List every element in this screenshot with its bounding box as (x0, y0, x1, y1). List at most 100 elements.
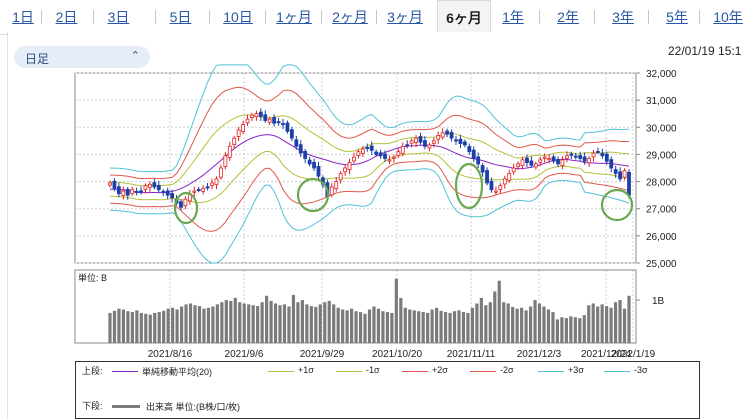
plus1-band-line (110, 114, 630, 187)
candle-up (236, 129, 241, 137)
tab-separator (155, 10, 156, 24)
tab-7[interactable]: 2ヶ月 (332, 9, 368, 25)
candle-up (387, 159, 392, 162)
candle-down (179, 201, 183, 208)
candle-up (564, 155, 569, 159)
price-plot-frame (74, 72, 637, 264)
tab-separator (41, 10, 42, 24)
updown-chevron-icon: ⌃ (130, 50, 140, 62)
candle-up (494, 190, 498, 193)
tab-10[interactable]: 1年 (502, 9, 524, 25)
period-select[interactable]: 日足 ⌃ (14, 46, 150, 68)
candle-up (560, 159, 565, 166)
volume-bar (412, 310, 416, 343)
candle-up (587, 158, 591, 164)
candle-down (258, 111, 263, 117)
volume-bar (296, 302, 300, 343)
tab-14[interactable]: 10年 (713, 9, 743, 25)
volume-bar (618, 300, 622, 343)
candle-up (431, 140, 436, 144)
volume-bar (417, 311, 421, 343)
candle-up (427, 144, 432, 149)
tab-6[interactable]: 1ヶ月 (276, 9, 312, 25)
tab-3[interactable]: 3日 (107, 9, 130, 25)
volume-bar (537, 303, 542, 343)
volume-bar (166, 308, 170, 343)
candle-down (525, 157, 529, 163)
legend-upper-row: 上段: (82, 365, 103, 377)
candle-down (613, 169, 618, 174)
candle-down (369, 145, 374, 151)
candle-up (533, 163, 538, 168)
candle-up (343, 167, 348, 173)
volume-bar (336, 307, 340, 343)
candle-up (622, 170, 627, 178)
candle-down (365, 146, 370, 149)
volume-bar (202, 308, 206, 343)
volume-bar (157, 312, 161, 343)
volume-bar (613, 302, 618, 343)
candle-up (108, 182, 112, 186)
volume-bar (435, 307, 439, 343)
candle-down (263, 114, 268, 121)
volume-bar (560, 317, 564, 343)
volume-bar (108, 312, 112, 343)
tab-8[interactable]: 3ヶ月 (387, 9, 423, 25)
candle-down (462, 141, 467, 146)
candle-down (423, 140, 427, 147)
candle-down (445, 130, 450, 135)
tab-12[interactable]: 3年 (612, 9, 634, 25)
volume-bar (622, 308, 627, 343)
candle-down (405, 144, 410, 147)
candle-down (303, 151, 308, 159)
volume-bar (443, 312, 448, 343)
volume-bar (269, 300, 273, 343)
legend-swatch (538, 371, 564, 372)
tab-13[interactable]: 5年 (666, 9, 688, 25)
x-tick-label: 2021/10/20 (372, 349, 422, 360)
tab-5[interactable]: 10日 (223, 9, 253, 25)
candle-down (627, 171, 631, 196)
candle-down (152, 182, 157, 188)
ma20-line (109, 134, 630, 194)
tab-1[interactable]: 1日 (12, 9, 34, 25)
y-tick-label: 27,000 (646, 205, 677, 216)
candle-up (223, 155, 228, 167)
candle-down (285, 122, 290, 132)
legend-lower-row: 下段: (82, 400, 103, 412)
candle-up (356, 151, 361, 156)
candle-down (600, 152, 605, 157)
volume-bar (497, 280, 501, 343)
volume-bar (399, 297, 403, 343)
candle-up (232, 137, 237, 146)
volume-bar (596, 306, 600, 343)
candle-down (289, 129, 294, 139)
candle-down (556, 159, 560, 165)
minus3-band-line (110, 168, 630, 264)
period-select-value: 日足 (25, 52, 50, 66)
candle-up (148, 183, 152, 188)
legend-label: -2σ (500, 365, 514, 375)
volume-bar (278, 305, 282, 343)
candle-down (449, 132, 454, 139)
tab-separator (321, 10, 322, 24)
candle-up (267, 118, 272, 123)
volume-bar (179, 306, 184, 343)
volume-bar (264, 295, 269, 343)
candle-up (218, 167, 223, 178)
tab-11[interactable]: 2年 (557, 9, 579, 25)
tab-4[interactable]: 5日 (169, 9, 192, 25)
volume-bar (309, 306, 313, 343)
volume-bar (403, 307, 407, 343)
candle-up (241, 124, 245, 133)
candle-down (569, 153, 574, 156)
legend-swatch (336, 371, 362, 372)
volume-bar (273, 303, 278, 343)
volume-bar (564, 318, 568, 343)
volume-bar (448, 312, 452, 343)
volume-bar (282, 304, 287, 343)
tab-2[interactable]: 2日 (55, 9, 78, 25)
candle-up (352, 156, 356, 162)
volume-bar (466, 312, 470, 343)
